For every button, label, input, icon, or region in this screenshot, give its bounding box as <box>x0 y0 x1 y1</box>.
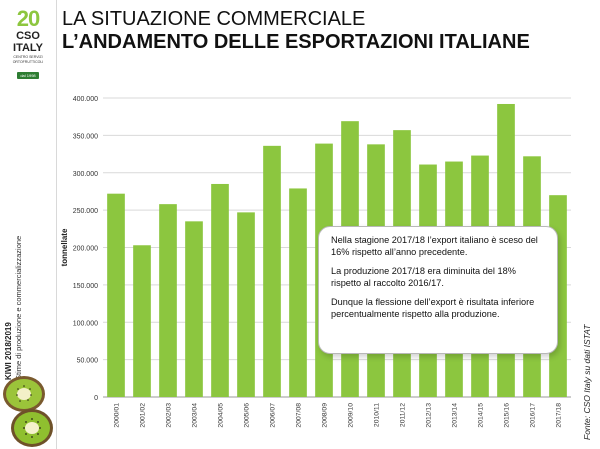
page-title: LA SITUAZIONE COMMERCIALE L’ANDAMENTO DE… <box>62 8 530 54</box>
title-line-1: LA SITUAZIONE COMMERCIALE <box>62 8 366 30</box>
bar-2003/04 <box>185 221 203 397</box>
y-tick-label: 350.000 <box>73 133 98 140</box>
x-tick-label: 2000/01 <box>114 403 121 428</box>
x-tick-label: 2013/14 <box>452 403 459 428</box>
x-tick-label: 2010/11 <box>374 403 381 427</box>
logo-sub-2: ORTOFRUTTICOLI <box>12 60 44 64</box>
y-tick-label: 100.000 <box>73 320 98 327</box>
sidebar-vertical-caption: KIWI 2018/2019 Stime di produzione e com… <box>4 210 44 380</box>
bar-2005/06 <box>237 212 255 397</box>
y-tick-label: 300.000 <box>73 171 98 178</box>
bar-2004/05 <box>211 183 229 397</box>
callout-paragraph-2: La produzione 2017/18 era diminuita del … <box>331 266 516 288</box>
logo-anniversary-number: 20 <box>16 6 41 31</box>
x-tick-label: 2002/03 <box>166 403 173 428</box>
y-tick-label: 150.000 <box>73 283 98 290</box>
logo-badge: dal 1998 <box>17 72 39 79</box>
bar-2002/03 <box>159 204 177 397</box>
bar-2001/02 <box>133 245 151 397</box>
x-tick-label: 2003/04 <box>192 403 199 428</box>
x-tick-label: 2016/17 <box>530 403 537 428</box>
cso-italy-logo: 20 CSO ITALY CENTRO SERVIZI ORTOFRUTTICO… <box>4 8 52 82</box>
y-tick-label: 400.000 <box>73 96 98 103</box>
y-tick-label: 250.000 <box>73 208 98 215</box>
x-tick-label: 2012/13 <box>426 403 433 428</box>
x-tick-label: 2001/02 <box>140 403 147 428</box>
bar-2006/07 <box>263 145 281 397</box>
x-tick-label: 2011/12 <box>400 403 407 427</box>
x-tick-label: 2014/15 <box>478 403 485 428</box>
sidebar-subtitle: Stime di produzione e commercializzazion… <box>14 235 23 380</box>
y-tick-label: 0 <box>94 395 98 402</box>
sidebar-title: KIWI 2018/2019 <box>4 322 13 380</box>
commentary-callout: Nella stagione 2017/18 l’export italiano… <box>318 226 558 354</box>
logo-name-cso: CSO <box>16 30 40 42</box>
x-tick-label: 2007/08 <box>296 403 303 428</box>
source-text: Fonte: CSO Italy su dati ISTAT <box>582 324 592 440</box>
x-tick-label: 2006/07 <box>270 403 277 428</box>
bar-2000/01 <box>107 193 125 397</box>
x-tick-label: 2008/09 <box>322 403 329 428</box>
bar-2007/08 <box>289 188 307 397</box>
logo-name-italy: ITALY <box>13 42 43 54</box>
logo-sub-1: CENTRO SERVIZI <box>13 55 43 59</box>
y-tick-label: 200.000 <box>73 246 98 253</box>
x-tick-label: 2005/06 <box>244 403 251 428</box>
y-tick-label: 50.000 <box>77 358 99 365</box>
callout-paragraph-1: Nella stagione 2017/18 l’export italiano… <box>331 235 538 257</box>
y-axis-label: tonnellate <box>60 228 69 266</box>
x-tick-label: 2015/16 <box>504 403 511 428</box>
callout-paragraph-3: Dunque la flessione dell’export è risult… <box>331 297 535 319</box>
title-line-2: L’ANDAMENTO DELLE ESPORTAZIONI ITALIANE <box>62 31 530 53</box>
x-tick-label: 2009/10 <box>348 403 355 428</box>
source-note: Fonte: CSO Italy su dati ISTAT <box>580 240 596 440</box>
kiwi-halves-icon <box>3 376 53 447</box>
x-tick-label: 2004/05 <box>218 403 225 428</box>
sidebar: 20 CSO ITALY CENTRO SERVIZI ORTOFRUTTICO… <box>0 0 56 449</box>
x-tick-label: 2017/18 <box>556 403 563 428</box>
sidebar-divider <box>56 0 57 449</box>
